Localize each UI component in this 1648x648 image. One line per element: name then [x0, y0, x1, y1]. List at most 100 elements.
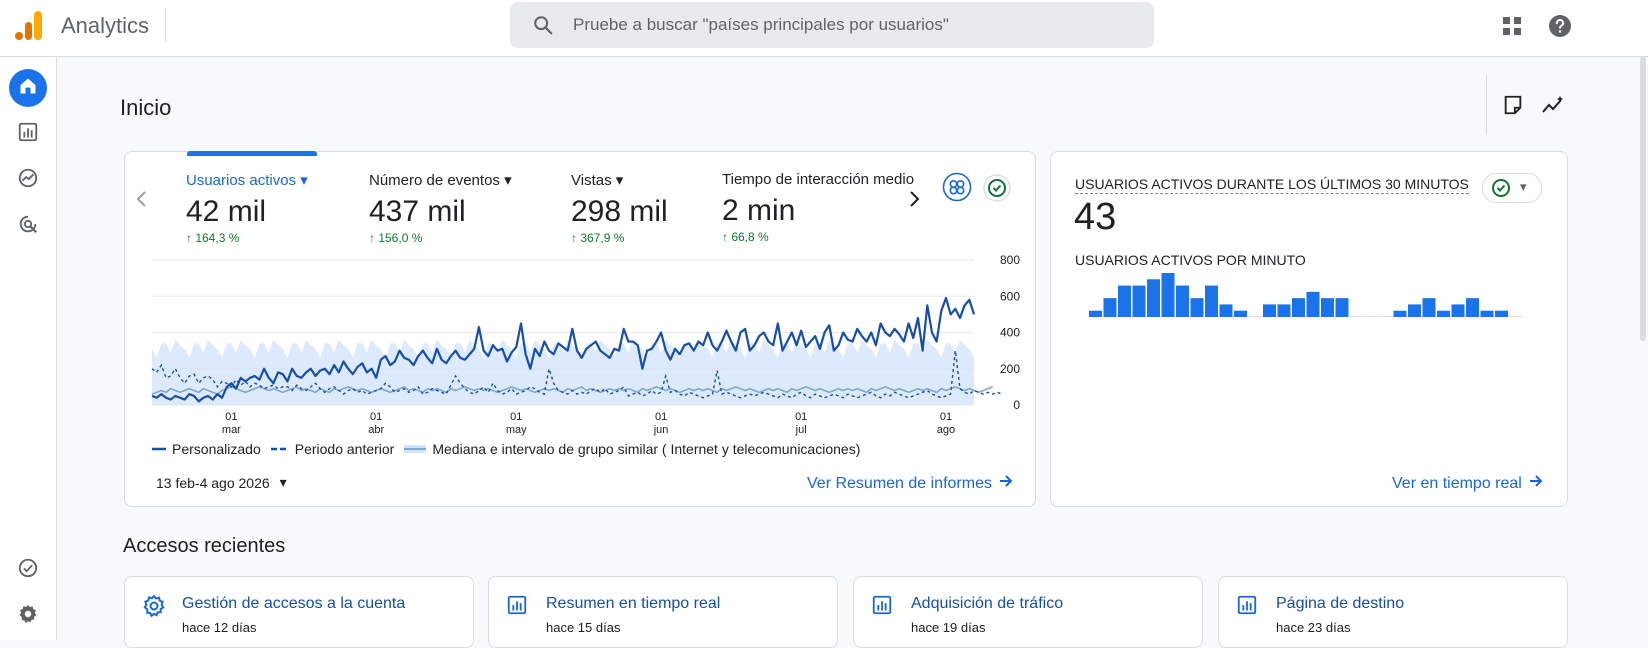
date-range-label: 13 feb-4 ago 2026	[156, 474, 270, 491]
y-tick-label: 600	[1000, 289, 1020, 303]
y-tick-label: 400	[1000, 326, 1020, 340]
realtime-bar[interactable]	[1321, 298, 1334, 317]
recent-item-name: Resumen en tiempo real	[546, 595, 721, 612]
view-reports-link[interactable]: Ver Resumen de informes	[807, 473, 1014, 494]
insights-icon[interactable]	[1541, 94, 1565, 121]
chart-legend: Personalizado Periodo anterior Mediana e…	[152, 441, 860, 457]
x-tick-day: 01	[370, 411, 382, 423]
nav-advertising[interactable]	[9, 207, 47, 245]
realtime-bar-chart	[1089, 273, 1523, 317]
x-tick-month: mar	[222, 424, 241, 436]
chevron-down-icon: ▾	[279, 474, 287, 490]
realtime-bar[interactable]	[1422, 298, 1436, 317]
realtime-bar[interactable]	[1480, 310, 1494, 317]
note-icon[interactable]	[1502, 94, 1524, 121]
compare-icon[interactable]	[942, 172, 972, 207]
nav-check[interactable]	[9, 551, 47, 589]
metric-value: 298 mil	[571, 195, 668, 228]
metric-value: 42 mil	[186, 195, 267, 228]
nav-settings[interactable]	[9, 597, 47, 635]
realtime-bar[interactable]	[1509, 316, 1523, 317]
realtime-card	[1050, 151, 1568, 507]
realtime-bar[interactable]	[1350, 316, 1363, 317]
realtime-bar[interactable]	[1205, 285, 1218, 317]
realtime-value: 43	[1074, 196, 1117, 238]
realtime-bar[interactable]	[1248, 316, 1262, 317]
metric-label: Usuarios activos	[186, 172, 297, 189]
recent-section-title: Accesos recientes	[123, 535, 286, 557]
recent-card[interactable]: Resumen en tiempo real hace 15 días	[488, 576, 838, 648]
realtime-bar[interactable]	[1147, 279, 1160, 317]
realtime-bar[interactable]	[1364, 316, 1378, 317]
view-realtime-link[interactable]: Ver en tiempo real	[1392, 473, 1544, 494]
realtime-bar[interactable]	[1190, 298, 1204, 317]
status-check-icon	[1491, 178, 1511, 203]
realtime-bar[interactable]	[1132, 285, 1146, 317]
legend-label: Mediana e intervalo de grupo similar ( I…	[432, 441, 861, 457]
app-title: Analytics	[61, 13, 150, 38]
realtime-bar[interactable]	[1263, 304, 1276, 317]
arrow-right-icon	[998, 473, 1014, 494]
help-icon[interactable]	[1548, 14, 1572, 43]
nav-explore[interactable]	[9, 161, 47, 199]
analytics-logo-icon[interactable]	[14, 9, 44, 46]
date-range-selector[interactable]: 13 feb-4 ago 2026 ▾	[156, 474, 287, 491]
chevron-down-icon: ▾	[1520, 179, 1527, 194]
search-bar[interactable]: Pruebe a buscar "países principales por …	[510, 2, 1154, 48]
previous-period-line	[151, 350, 1003, 399]
realtime-bar[interactable]	[1451, 304, 1465, 317]
legend-item-custom[interactable]: Personalizado	[152, 441, 261, 457]
recent-card[interactable]: Página de destino hace 23 días	[1218, 576, 1568, 648]
metric-change: ↑ 66,8 %	[722, 230, 769, 244]
apps-grid-icon[interactable]	[1500, 14, 1524, 43]
recent-item-time: hace 15 días	[546, 620, 621, 635]
page-scrollbar[interactable]	[1640, 56, 1646, 341]
realtime-bar[interactable]	[1089, 310, 1102, 317]
realtime-bar[interactable]	[1495, 310, 1508, 317]
report-icon	[1236, 594, 1258, 621]
prev-metrics-icon[interactable]	[134, 190, 150, 213]
dropdown-icon: ▾	[615, 172, 624, 189]
legend-item-previous[interactable]: Periodo anterior	[270, 441, 394, 457]
recent-card[interactable]: Adquisición de tráfico hace 19 días	[853, 576, 1203, 648]
recent-item-time: hace 19 días	[911, 620, 986, 635]
link-label: Ver Resumen de informes	[807, 474, 992, 492]
gear-icon	[17, 603, 39, 630]
explore-icon	[17, 167, 39, 194]
realtime-bar[interactable]	[1219, 304, 1233, 317]
link-label: Ver en tiempo real	[1392, 474, 1522, 492]
realtime-bar[interactable]	[1176, 285, 1189, 317]
recent-item-name: Adquisición de tráfico	[911, 595, 1064, 612]
realtime-bar[interactable]	[1408, 304, 1421, 317]
metric-value: 2 min	[722, 194, 796, 227]
realtime-status-dropdown[interactable]: ▾	[1482, 173, 1542, 203]
search-input[interactable]: Pruebe a buscar "países principales por …	[573, 15, 949, 34]
realtime-bar[interactable]	[1379, 316, 1392, 317]
benchmark-band	[152, 339, 974, 405]
metric-active-users[interactable]: Usuarios activos ▾ 42 mil ↑ 164,3 %	[186, 171, 308, 245]
realtime-bar[interactable]	[1466, 298, 1479, 317]
check-circle-icon	[17, 557, 39, 584]
metric-views[interactable]: Vistas ▾ 298 mil ↑ 367,9 %	[571, 171, 668, 245]
metric-engagement-time[interactable]: Tiempo de interacción medio 2 min ↑ 66,8…	[722, 171, 914, 244]
realtime-bar[interactable]	[1118, 285, 1131, 317]
realtime-bar[interactable]	[1277, 304, 1291, 317]
recent-item-name: Gestión de accesos a la cuenta	[182, 595, 406, 612]
nav-reports[interactable]	[9, 115, 47, 153]
realtime-bar[interactable]	[1393, 310, 1407, 317]
nav-home[interactable]	[9, 69, 47, 107]
recent-card[interactable]: Gestión de accesos a la cuenta hace 12 d…	[124, 576, 474, 648]
status-check-icon[interactable]	[983, 174, 1011, 207]
realtime-bar[interactable]	[1437, 310, 1450, 317]
realtime-bar[interactable]	[1292, 298, 1305, 317]
x-tick-month: jun	[653, 424, 669, 436]
metric-events[interactable]: Número de eventos ▾ 437 mil ↑ 156,0 %	[369, 171, 512, 245]
recent-item-name: Página de destino	[1276, 595, 1405, 612]
realtime-bar[interactable]	[1161, 273, 1175, 317]
realtime-bar[interactable]	[1335, 298, 1349, 317]
realtime-bar[interactable]	[1234, 310, 1247, 317]
realtime-bar[interactable]	[1306, 291, 1320, 317]
legend-item-benchmark[interactable]: Mediana e intervalo de grupo similar ( I…	[404, 441, 860, 457]
realtime-bar[interactable]	[1103, 298, 1117, 317]
next-metrics-icon[interactable]	[906, 190, 922, 213]
